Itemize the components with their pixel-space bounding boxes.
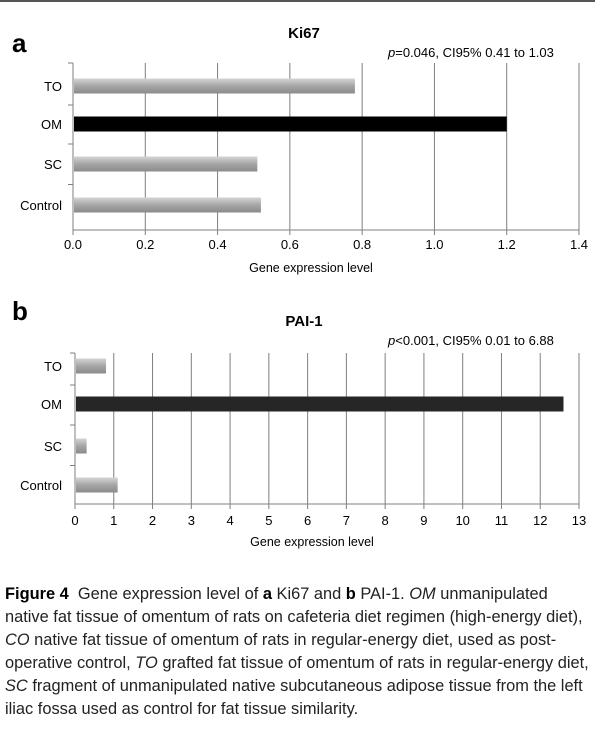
x-tick-label: 0.2 [136,237,154,252]
figure-label: Figure 4 [5,585,69,603]
x-tick-label: 0.4 [209,237,227,252]
x-tick-label: 10 [455,513,469,528]
bar-sc [74,156,258,172]
x-tick-label: 6 [304,513,311,528]
caption-abbr-sc: SC [5,677,28,695]
stat-annotation-b: p<0.001, CI95% 0.01 to 6.88 [387,333,554,348]
chart-panel-a: a Ki67 p=0.046, CI95% 0.41 to 1.03 0.0 0.2 0.… [12,25,588,275]
chart-title-a: Ki67 [288,25,320,42]
category-label-om: OM [41,397,62,412]
caption-text-to: grafted fat tissue of omentum of rats in… [157,654,589,672]
category-label-control: Control [20,198,62,213]
bar-to [74,78,355,94]
bar-om [74,116,507,132]
stat-annotation-a: p=0.046, CI95% 0.41 to 1.03 [387,45,554,60]
x-tick-label: 4 [226,513,233,528]
x-tick-label: 7 [343,513,350,528]
x-tick-label: 12 [533,513,547,528]
caption-abbr-co: CO [5,631,30,649]
x-tick-label: 3 [188,513,195,528]
caption-abbr-to: TO [135,654,158,672]
x-axis-title-a: Gene expression level [249,261,373,275]
bar-to [76,358,107,374]
caption-letter-a: a [262,585,272,603]
panel-letter-a: a [12,28,27,58]
x-axis-title-b: Gene expression level [250,535,374,549]
caption-intro: Gene expression level of [77,585,263,603]
x-tick-label: 2 [149,513,156,528]
category-label-sc: SC [44,157,62,172]
category-label-om: OM [41,117,62,132]
bar-control [76,477,118,493]
x-tick-label: 1.2 [498,237,516,252]
chart-title-b: PAI-1 [285,313,322,330]
bar-control [74,197,261,213]
x-tick-label: 11 [495,513,509,528]
caption-text-co: native fat tissue of omentum of rats in … [5,631,557,672]
x-tick-label: 13 [572,513,586,528]
caption-gene-a: Ki67 and [271,585,346,603]
figure-caption: Figure 4 Gene expression level of a Ki67… [5,583,591,721]
caption-letter-b: b [345,585,356,603]
x-tick-label: 1 [110,513,117,528]
x-tick-label: 0.0 [64,237,82,252]
chart-panel-b: b PAI-1p<0.001, CI95% 0.01 to 6.880 1 2 3 4 5 6… [12,296,586,549]
x-tick-label: 5 [265,513,272,528]
x-tick-label: 8 [382,513,389,528]
x-tick-label: 9 [420,513,427,528]
panel-letter-b: b [12,296,28,326]
bar-om [76,396,564,412]
top-rule [0,0,595,2]
x-tick-label: 0.6 [281,237,299,252]
category-label-sc: SC [44,439,62,454]
bar-sc [76,438,87,454]
category-label-to: TO [44,79,62,94]
caption-text-om: unmanipulated native fat tissue of oment… [5,585,583,626]
category-label-to: TO [44,359,62,374]
caption-abbr-om: OM [409,585,436,603]
caption-gene-b: PAI-1. [355,585,410,603]
x-tick-label: 1.4 [570,237,588,252]
x-tick-label: 0 [71,513,78,528]
x-tick-label: 0.8 [353,237,371,252]
category-label-control: Control [20,478,62,493]
x-tick-label: 1.0 [425,237,443,252]
caption-text-sc: fragment of unmanipulated native subcuta… [5,677,583,718]
